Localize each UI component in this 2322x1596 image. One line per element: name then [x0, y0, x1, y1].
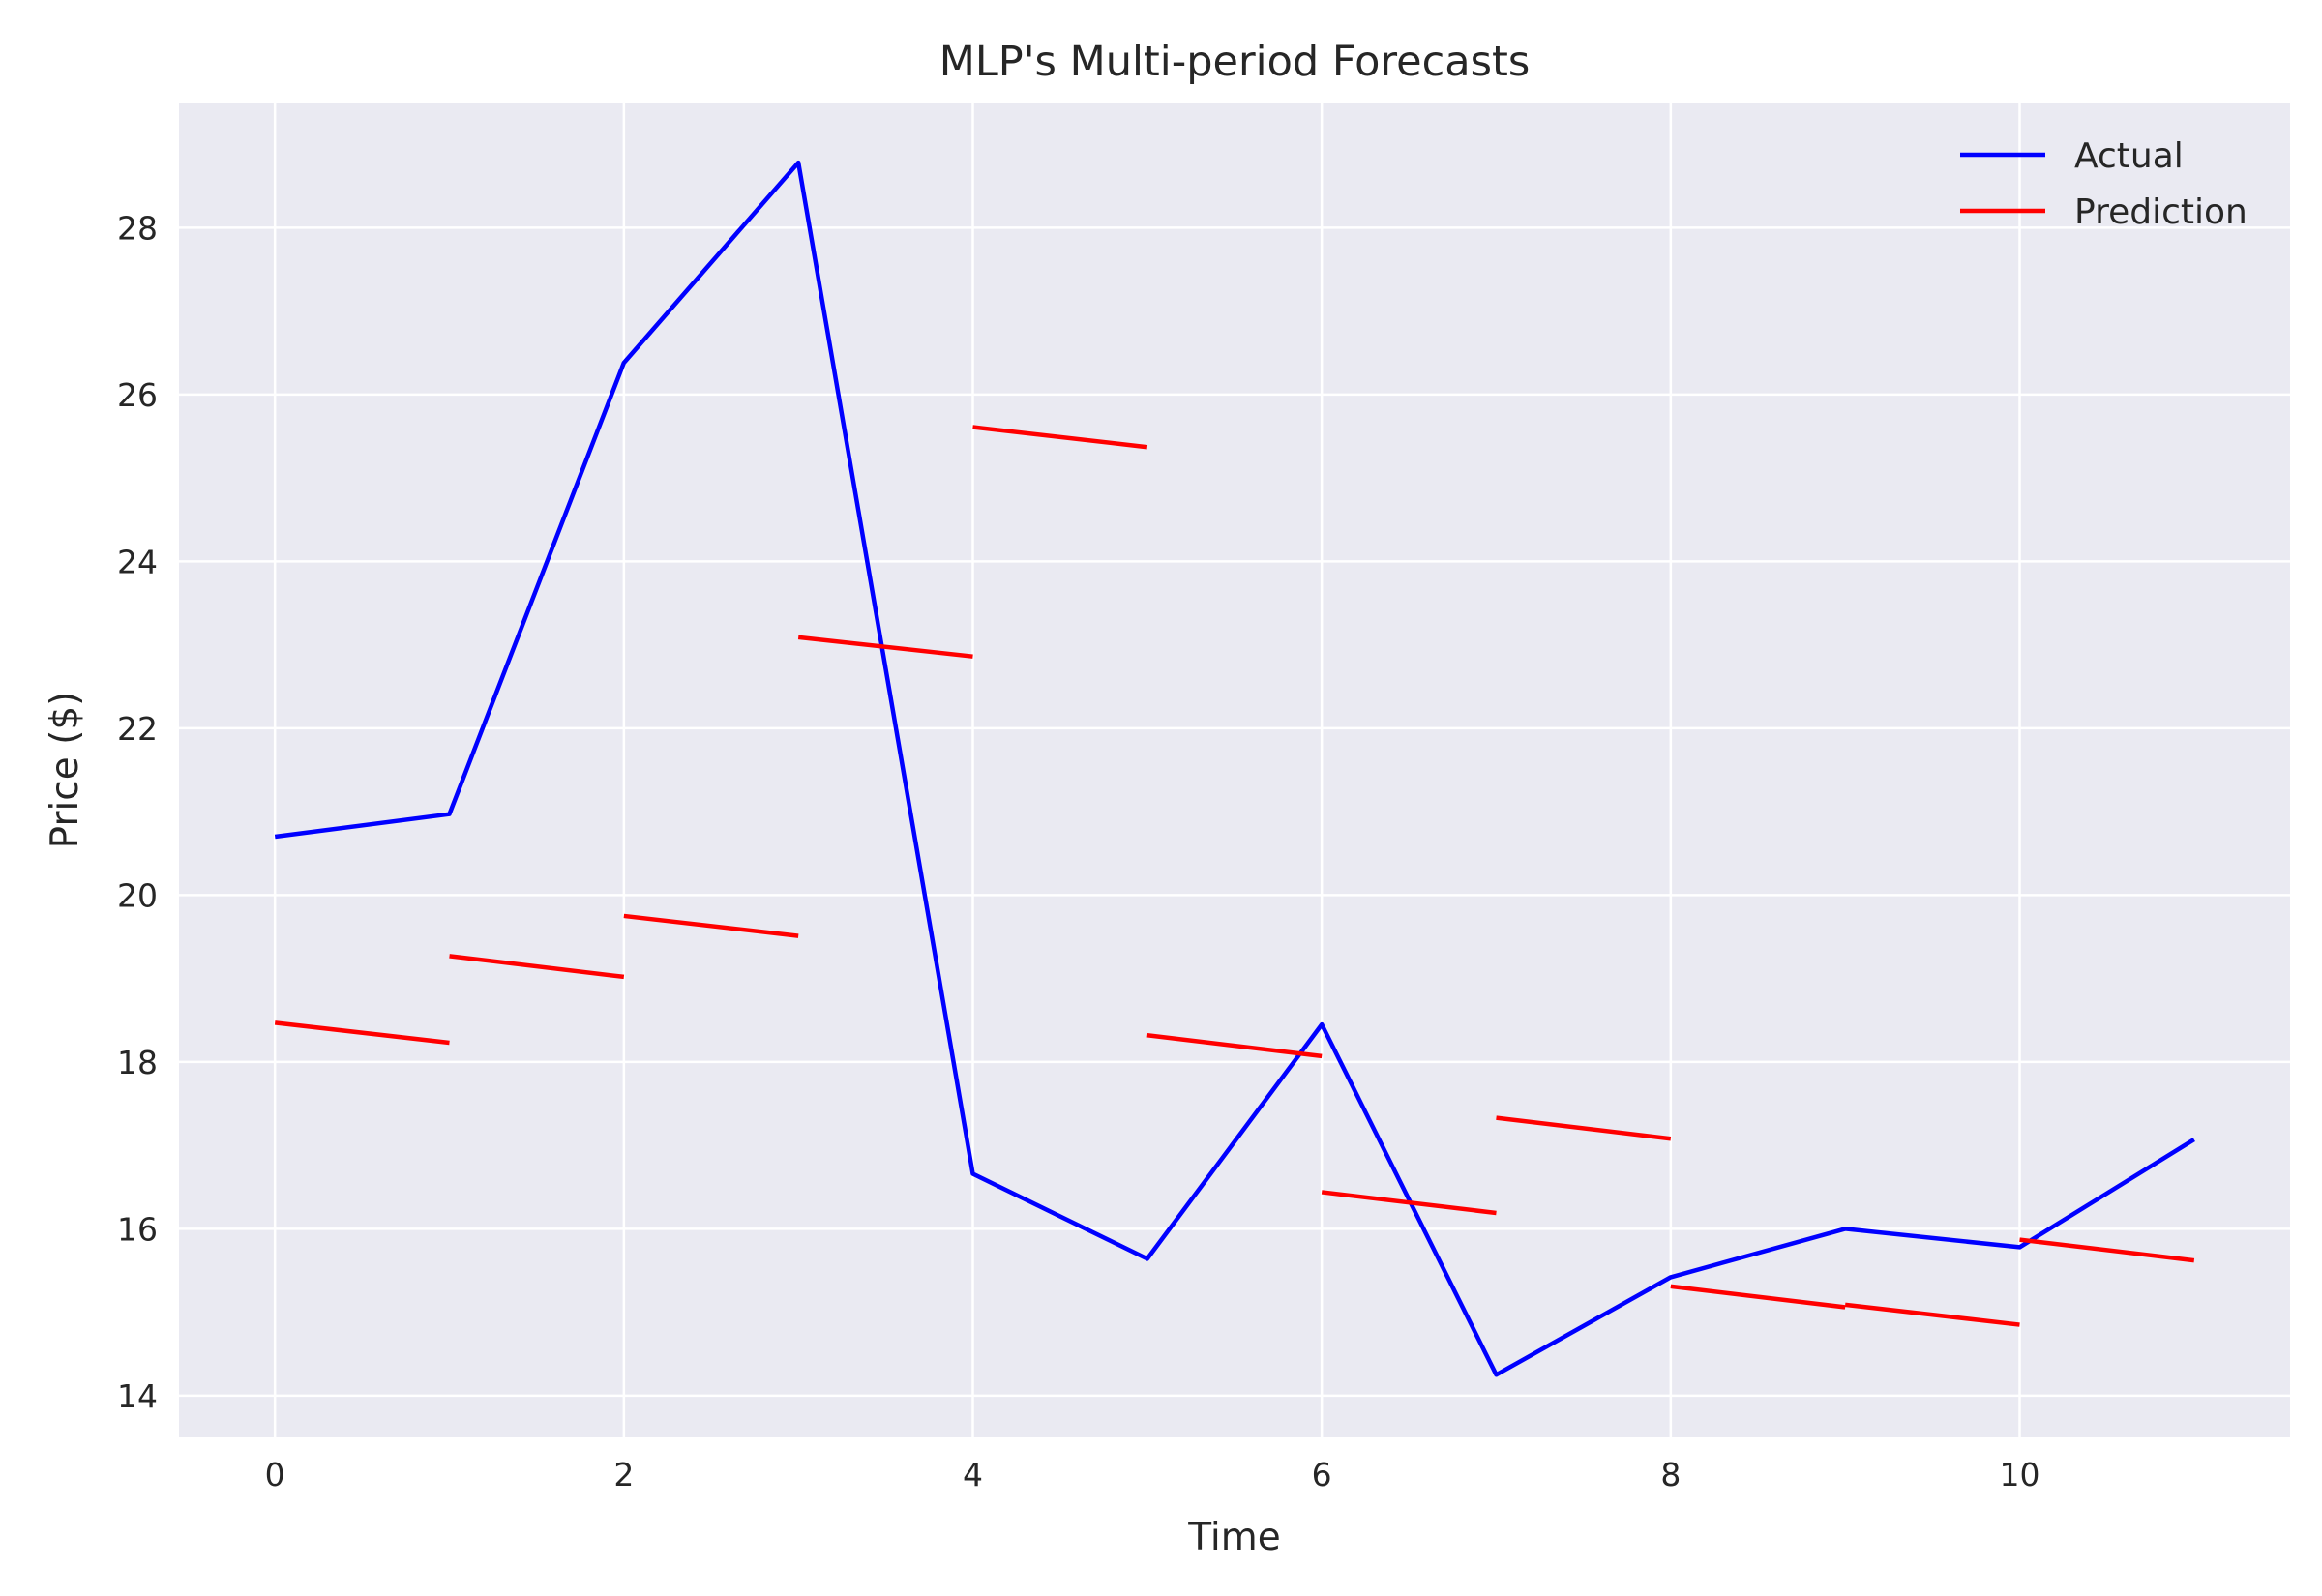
prediction-segment: [274, 1020, 450, 1046]
y-axis-label: Price ($): [44, 692, 87, 849]
y-tick-label: 16: [117, 1210, 158, 1248]
x-tick-label: 10: [1999, 1456, 2039, 1493]
y-ticks: 14 16 18 20 22 24 26 28: [117, 209, 158, 1415]
x-tick-label: 0: [265, 1456, 285, 1493]
x-ticks: 0 2 4 6 8 10: [265, 1456, 2040, 1493]
prediction-segment: [1844, 1302, 2020, 1327]
y-tick-label: 26: [117, 376, 158, 414]
y-tick-label: 28: [117, 209, 158, 247]
legend: Actual Prediction: [1960, 136, 2248, 232]
grid: [179, 103, 2290, 1437]
x-axis-label: Time: [1187, 1516, 1280, 1559]
prediction-segment: [797, 635, 973, 659]
x-tick-label: 2: [613, 1456, 634, 1493]
x-tick-label: 4: [963, 1456, 983, 1493]
prediction-segment: [972, 425, 1148, 450]
legend-label-prediction: Prediction: [2074, 192, 2248, 232]
prediction-segment: [2019, 1237, 2195, 1263]
chart-title: MLP's Multi-period Forecasts: [939, 38, 1531, 86]
prediction-segment: [1496, 1115, 1672, 1141]
legend-label-actual: Actual: [2074, 136, 2184, 176]
series-layer: [274, 160, 2195, 1377]
prediction-segment: [1146, 1033, 1323, 1059]
x-tick-label: 8: [1660, 1456, 1681, 1493]
y-tick-label: 22: [117, 710, 158, 748]
prediction-segment: [623, 913, 799, 938]
prediction-segment: [1321, 1190, 1497, 1216]
y-tick-label: 20: [117, 876, 158, 914]
y-tick-label: 18: [117, 1044, 158, 1081]
y-tick-label: 14: [117, 1377, 158, 1415]
y-tick-label: 24: [117, 543, 158, 580]
series-actual-line: [274, 160, 2195, 1377]
prediction-segment: [449, 954, 625, 980]
plot-background: [179, 103, 2290, 1437]
prediction-segment: [1670, 1284, 1846, 1310]
x-tick-label: 6: [1312, 1456, 1332, 1493]
